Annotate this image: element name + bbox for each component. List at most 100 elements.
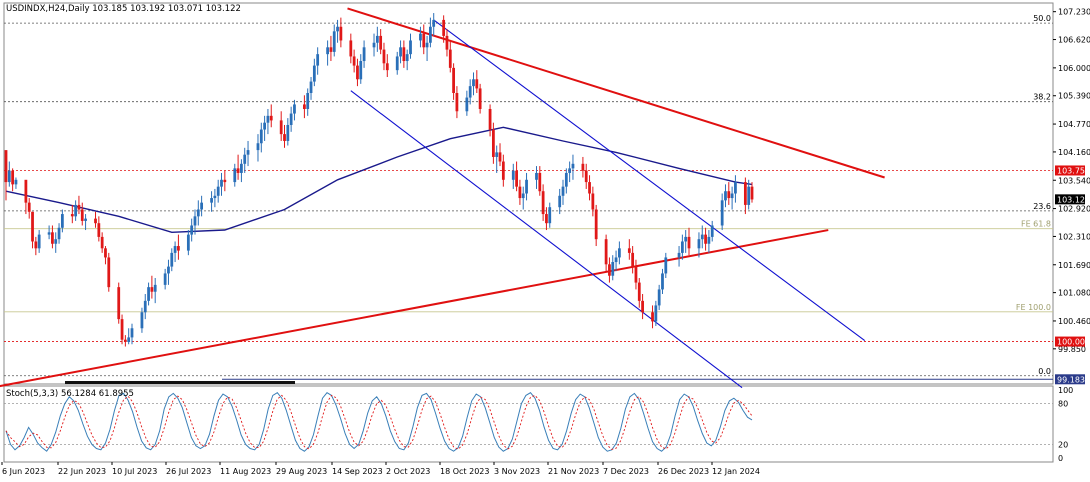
candle-body [233, 168, 237, 183]
candle-body [332, 31, 336, 52]
candle-body [584, 170, 588, 183]
candle-body [97, 223, 101, 237]
candle-body [680, 241, 684, 253]
candle-body [535, 172, 538, 180]
candle-body [120, 319, 124, 340]
y-axis-tick-label: 106.000 [1058, 64, 1090, 73]
candle-body [140, 312, 144, 329]
candle-body [541, 191, 545, 215]
candle-body [193, 216, 197, 226]
candle-body [196, 209, 200, 217]
price-label-text: 103.122 [1057, 195, 1090, 204]
candle-body [286, 124, 290, 141]
candle-body [220, 179, 223, 187]
candle-body [637, 282, 641, 301]
candle-body [591, 193, 595, 210]
x-axis-tick-label: 18 Oct 2023 [440, 467, 489, 476]
candle-body [432, 19, 436, 27]
candle-body [495, 152, 499, 157]
candle-body [316, 54, 320, 66]
candle-body [190, 225, 194, 235]
y-axis-tick-label: 99.850 [1058, 345, 1086, 354]
candle-body [329, 47, 333, 52]
candle-body [472, 79, 475, 87]
trendline-resistance[interactable] [347, 7, 885, 179]
candle-body [608, 264, 611, 276]
x-axis-tick-label: 22 Jun 2023 [58, 467, 106, 476]
candle-body [734, 182, 737, 194]
candle-body [293, 104, 296, 114]
candle-body [382, 49, 386, 64]
x-axis-tick-label: 14 Sep 2023 [332, 467, 383, 476]
candle-body [651, 312, 654, 322]
candle-body [163, 273, 167, 285]
candle-body [259, 129, 263, 144]
candle-body [664, 257, 668, 274]
candle-body [216, 186, 220, 196]
candle-body [399, 47, 402, 57]
candle-body [57, 227, 61, 240]
candle-body [704, 234, 707, 244]
candle-body [617, 248, 621, 258]
candle-body [498, 152, 502, 162]
candle-body [409, 40, 412, 55]
candle-body [269, 115, 273, 121]
candle-body [511, 170, 515, 180]
trendline-channel-lower[interactable] [350, 90, 743, 389]
candle-body [395, 56, 399, 71]
candle-body [127, 337, 131, 342]
candle-body [684, 236, 688, 242]
candle-body [256, 143, 260, 151]
candle-body [60, 214, 64, 228]
stoch-pane-frame [3, 385, 1054, 463]
moving-average-line [5, 126, 753, 234]
candle-body [200, 202, 204, 210]
y-axis-tick-label: 104.160 [1058, 148, 1090, 157]
candle-body [34, 241, 38, 249]
trendline-channel-upper[interactable] [433, 19, 866, 342]
candle-body [631, 252, 635, 267]
y-axis-tick-label: 102.920 [1058, 205, 1090, 214]
x-axis-tick-label: 26 Jul 2023 [166, 467, 211, 476]
fib-level-label: 38.2 [1033, 93, 1051, 102]
y-axis-tick-label: 106.620 [1058, 36, 1090, 45]
x-axis-tick-label: 7 Dec 2023 [603, 467, 649, 476]
x-axis-tick-label: 3 Nov 2023 [494, 467, 540, 476]
candle-body [336, 26, 339, 32]
candle-body [730, 193, 734, 199]
candle-body [80, 209, 84, 221]
candle-body [243, 154, 247, 164]
candle-body [697, 239, 701, 249]
candle-body [117, 287, 121, 320]
x-axis-tick-label: 12 Jan 2024 [712, 467, 760, 476]
candle-body [661, 273, 664, 290]
candle-body [750, 186, 754, 200]
candle-body [747, 186, 751, 205]
stoch-y-tick-label: 100 [1058, 386, 1073, 395]
y-axis-tick-label: 105.390 [1058, 92, 1090, 101]
stoch-main-line [5, 392, 753, 452]
candle-body [452, 67, 455, 93]
candle-body [379, 35, 383, 50]
candle-body [525, 179, 528, 194]
price-label-box [1055, 194, 1085, 205]
candle-body [47, 232, 51, 235]
y-axis-tick-label: 101.690 [1058, 261, 1090, 270]
candle-body [405, 54, 409, 62]
candle-body [54, 239, 58, 244]
candle-body [743, 182, 747, 205]
candle-body [339, 26, 343, 41]
candle-body [356, 65, 359, 80]
candle-body [177, 246, 180, 251]
y-axis-tick-label: 100.460 [1058, 317, 1090, 326]
trendline-support[interactable] [0, 229, 829, 390]
candle-body [70, 214, 74, 217]
candle-body [445, 35, 449, 50]
stoch-y-tick-label: 20 [1058, 440, 1068, 449]
price-label-text: 99.183 [1057, 375, 1085, 384]
candle-body [104, 248, 107, 258]
candle-body [150, 287, 154, 292]
candle-body [24, 179, 28, 203]
